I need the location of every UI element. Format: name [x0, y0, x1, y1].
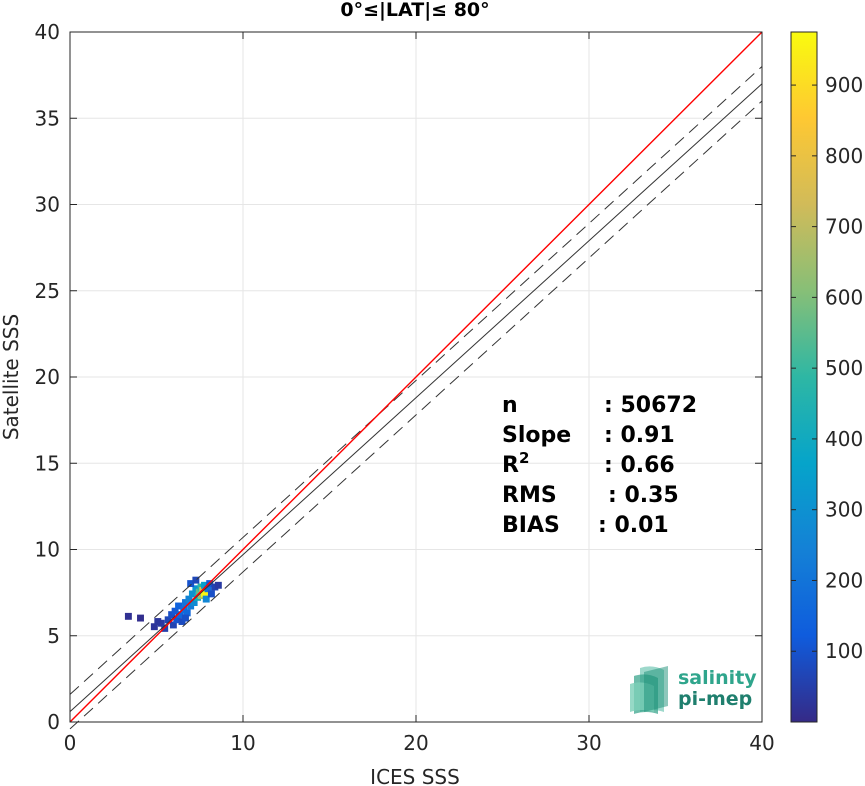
density-point — [187, 580, 195, 588]
stat-value: : 50672 — [604, 393, 697, 418]
density-point — [183, 609, 191, 617]
density-point — [169, 621, 177, 629]
y-tick-label: 20 — [35, 365, 60, 389]
stat-value: : 0.01 — [598, 513, 669, 538]
y-tick-label: 15 — [35, 451, 60, 475]
colorbar-tick-label: 300 — [825, 498, 863, 522]
colorbar-tick-label: 100 — [825, 639, 863, 663]
density-point — [154, 618, 162, 625]
stat-value: : 0.91 — [604, 423, 675, 448]
colorbar-tick-label: 900 — [825, 73, 863, 97]
x-tick-label: 30 — [576, 731, 601, 755]
density-point — [175, 602, 183, 610]
y-tick-label: 25 — [35, 279, 60, 303]
density-point — [176, 611, 184, 619]
colorbar-tick-label: 200 — [825, 568, 863, 592]
colorbar-tick-label: 500 — [825, 356, 863, 380]
y-tick-label: 5 — [47, 624, 60, 648]
density-point — [173, 616, 181, 624]
stat-value: : 0.66 — [604, 453, 675, 478]
x-tick-label: 0 — [64, 731, 77, 755]
density-point — [190, 599, 198, 606]
x-tick-label: 10 — [230, 731, 255, 755]
density-point — [137, 614, 144, 622]
colorbar-ticks: 100 200 300 400 500 600 700 800 900 — [791, 73, 863, 663]
identity-line — [69, 31, 763, 723]
colorbar-tick-label: 600 — [825, 285, 863, 309]
density-point — [124, 612, 132, 620]
density-point — [164, 616, 172, 624]
y-tick-label: 35 — [35, 106, 60, 130]
density-point — [150, 623, 158, 631]
stat-label: n — [502, 393, 518, 418]
density-point — [197, 592, 205, 600]
density-point — [188, 590, 196, 598]
x-tick-label: 20 — [403, 731, 428, 755]
density-point — [214, 581, 222, 589]
density-point — [202, 595, 210, 603]
y-axis-ticks: 0 5 10 15 20 25 30 35 40 — [35, 20, 762, 734]
logo-text-pimep: pi-mep — [678, 688, 752, 710]
logo-text-salinity: salinity — [678, 667, 757, 689]
density-point — [207, 590, 215, 598]
colorbar-gradient — [790, 31, 818, 723]
density-point — [171, 607, 179, 615]
colorbar: 100 200 300 400 500 600 700 800 900 — [790, 31, 863, 723]
density-point — [182, 614, 189, 622]
stat-label: RMS — [502, 483, 557, 508]
density-point — [192, 576, 200, 584]
x-axis-ticks: 0 10 20 30 40 — [64, 32, 775, 755]
stat-value: : 0.35 — [608, 483, 679, 508]
logo-waves-icon — [630, 666, 668, 714]
colorbar-tick-label: 400 — [825, 427, 863, 451]
y-tick-label: 40 — [35, 20, 60, 44]
regression-lines — [69, 31, 763, 730]
density-point — [204, 585, 212, 593]
x-tick-label: 40 — [749, 731, 774, 755]
y-tick-label: 30 — [35, 193, 60, 217]
x-axis-label: ICES SSS — [370, 765, 460, 786]
y-axis-label: Satellite SSS — [0, 314, 23, 440]
colorbar-tick-label: 800 — [825, 144, 863, 168]
lower-bound-line — [69, 100, 763, 730]
density-point — [185, 595, 193, 603]
chart-title: 0°≤|LAT|≤ 80° — [340, 0, 489, 21]
y-tick-label: 10 — [35, 538, 60, 562]
density-point — [178, 618, 186, 625]
salinity-pimep-logo: salinity pi-mep — [630, 666, 757, 714]
density-point — [157, 619, 165, 627]
y-tick-label: 0 — [47, 710, 60, 734]
stat-label: Slope — [502, 423, 571, 448]
stat-label: BIAS — [502, 513, 560, 538]
density-point — [201, 590, 208, 598]
upper-bound-line — [69, 66, 763, 695]
colorbar-tick-label: 700 — [825, 215, 863, 239]
